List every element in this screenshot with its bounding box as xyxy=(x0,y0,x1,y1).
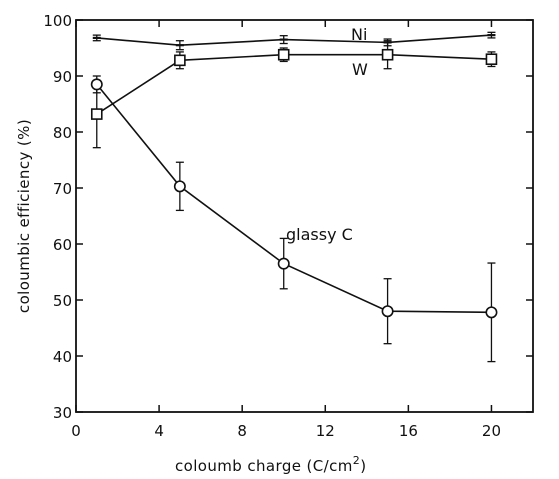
y-tick-label: 40 xyxy=(53,348,72,366)
markers xyxy=(90,34,498,319)
series-label-w: W xyxy=(352,60,368,79)
x-axis-ticks: 0 4 8 12 16 20 xyxy=(71,20,501,440)
data-point-w xyxy=(174,54,186,67)
y-tick-label: 90 xyxy=(53,68,72,86)
x-tick-label: 0 xyxy=(71,422,81,440)
x-tick-label: 16 xyxy=(399,422,418,440)
x-tick-label: 20 xyxy=(482,422,501,440)
y-tick-label: 80 xyxy=(53,124,72,142)
x-axis-title-main: coloumb charge (C/cm xyxy=(175,457,353,475)
data-point-w xyxy=(381,48,394,61)
series-label-glassy-c: glassy C xyxy=(286,225,353,244)
data-point-w xyxy=(277,48,290,61)
x-axis-title-suffix: ) xyxy=(360,457,366,475)
y-tick-label: 100 xyxy=(43,12,72,30)
x-axis-title: coloumb charge (C/cm2) xyxy=(175,454,366,475)
y-tick-label: 30 xyxy=(53,404,72,422)
y-tick-label: 60 xyxy=(53,236,72,254)
data-point-glassy-c xyxy=(173,180,186,193)
series-line-ni xyxy=(96,34,492,47)
data-point-w xyxy=(485,53,498,66)
x-tick-label: 8 xyxy=(237,422,247,440)
data-point-glassy-c xyxy=(485,306,498,319)
data-point-glassy-c xyxy=(381,305,394,318)
series-lines xyxy=(96,34,492,314)
series-line-w xyxy=(96,53,492,115)
x-axis-title-superscript: 2 xyxy=(353,454,360,467)
series-line-glassy-c xyxy=(96,83,492,314)
x-tick-label: 4 xyxy=(154,422,164,440)
data-point-glassy-c xyxy=(90,78,103,91)
y-axis-title: coloumbic efficiency (%) xyxy=(15,119,33,313)
y-tick-label: 50 xyxy=(53,292,72,310)
series-label-ni: Ni xyxy=(351,25,367,44)
plot-frame-group xyxy=(75,19,534,413)
plot-frame xyxy=(75,19,534,413)
data-point-glassy-c xyxy=(277,257,290,270)
data-point-w xyxy=(90,108,103,120)
y-tick-label: 70 xyxy=(53,180,72,198)
x-tick-label: 12 xyxy=(316,422,335,440)
y-axis-ticks: 30 40 50 60 70 80 90 100 xyxy=(43,12,533,422)
